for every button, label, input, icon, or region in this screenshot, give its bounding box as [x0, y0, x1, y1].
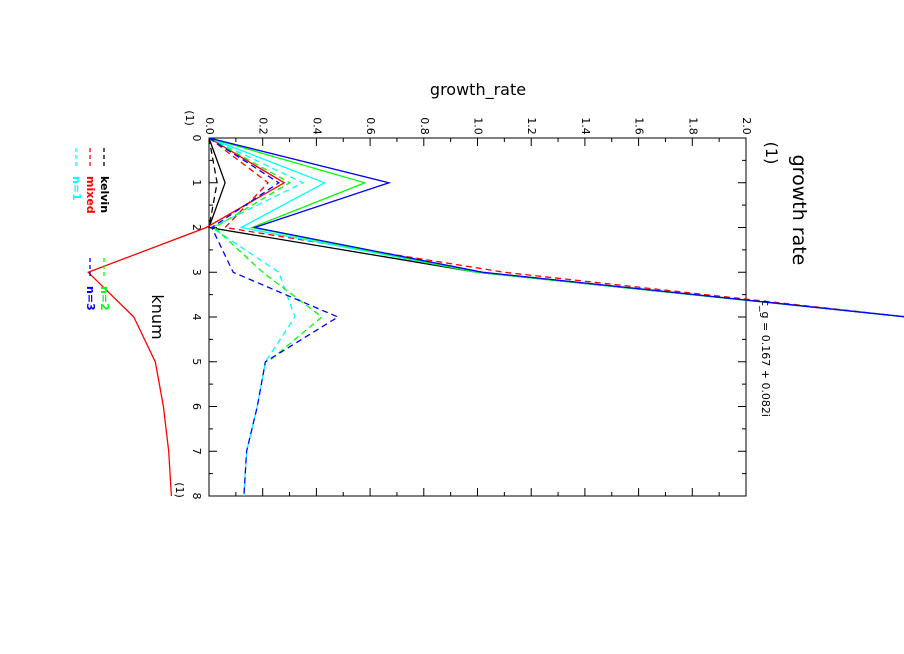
y-tick-label: 1.0	[472, 117, 485, 135]
legend-label: kelvin	[98, 176, 111, 213]
y-axis-units: (1)	[183, 110, 196, 126]
legend-label: mixed	[84, 176, 97, 214]
axis-ticks	[208, 137, 747, 497]
y-tick-label: 2.0	[740, 117, 753, 135]
x-tick-label: 6	[190, 403, 203, 410]
y-tick-label: 1.4	[579, 117, 592, 135]
x-tick-label: 4	[190, 314, 203, 321]
series-line-mixed-dashed	[208, 137, 904, 318]
tick-labels: 0.0 0.2 0.4 0.6 0.8 1.0 1.2 1.4 1.6 1.8 2.0 0 1 2 3 4 5 6…	[190, 117, 753, 499]
y-tick-label: 0.4	[310, 117, 323, 135]
series-line-n-3-solid	[208, 137, 904, 318]
plot-frame	[208, 137, 747, 497]
cg-annotation: c_g = 0.167 + 0.082i	[759, 300, 772, 417]
chart-title-units: (1)	[762, 142, 781, 165]
legend-label: n=3	[84, 286, 97, 311]
x-axis-units: (1)	[173, 482, 186, 498]
series-line-n-1-dashed	[208, 137, 305, 497]
y-tick-label: 1.6	[633, 117, 646, 135]
y-tick-label: 1.8	[686, 117, 699, 135]
series-line-kelvin-dashed	[208, 137, 218, 228]
y-tick-label: 0.0	[203, 117, 216, 135]
x-axis-label: knum	[148, 294, 167, 339]
x-tick-label: 7	[190, 448, 203, 455]
series-line-mixed-solid	[87, 137, 286, 497]
x-tick-label: 5	[190, 358, 203, 365]
y-tick-label: 0.6	[364, 117, 377, 135]
x-tick-label: 0	[190, 135, 203, 142]
series-line-n-2-dashed	[208, 137, 323, 363]
x-tick-label: 2	[190, 224, 203, 231]
y-tick-label: 0.2	[257, 117, 270, 135]
y-tick-label: 0.8	[418, 117, 431, 135]
chart-title: growth rate	[788, 155, 810, 266]
x-tick-label: 8	[190, 493, 203, 500]
x-tick-label: 1	[190, 179, 203, 186]
series-layer	[87, 137, 904, 497]
legend-label: n=1	[70, 176, 83, 201]
y-tick-label: 1.2	[525, 117, 538, 135]
x-tick-label: 3	[190, 269, 203, 276]
legend-label: n=2	[98, 286, 111, 311]
y-axis-label: growth_rate	[430, 80, 526, 100]
